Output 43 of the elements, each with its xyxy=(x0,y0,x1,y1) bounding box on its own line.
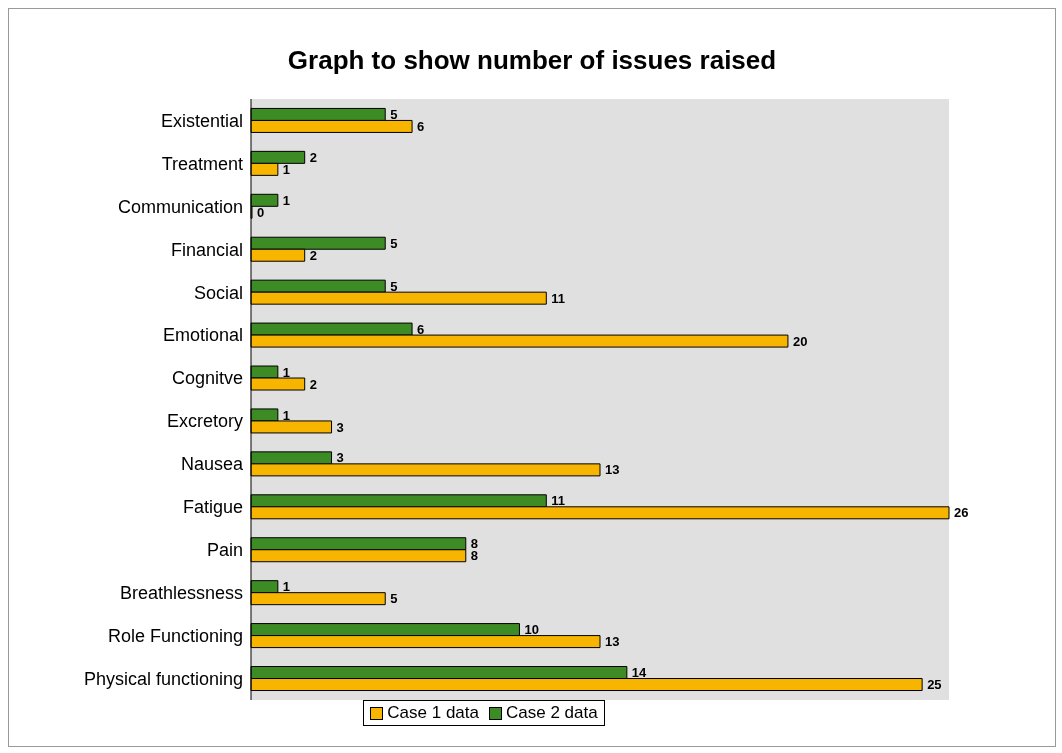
data-label: 6 xyxy=(417,119,425,135)
data-label: 11 xyxy=(551,290,566,306)
data-label: 6 xyxy=(417,321,425,337)
data-label: 11 xyxy=(551,493,566,509)
y-tick-label: Communication xyxy=(117,196,243,217)
y-tick-label: Social xyxy=(193,282,243,303)
legend-label: Case 2 data xyxy=(506,703,598,723)
data-label: 1 xyxy=(282,579,291,595)
data-label: 5 xyxy=(390,591,398,607)
data-label: 0 xyxy=(257,204,265,220)
data-label: 25 xyxy=(927,677,942,693)
data-label: 5 xyxy=(390,235,398,251)
y-tick-label: Fatigue xyxy=(182,497,243,518)
data-label: 2 xyxy=(309,247,317,263)
data-label: 5 xyxy=(390,107,398,123)
y-tick-label: Excretory xyxy=(166,411,243,432)
data-label: 1 xyxy=(282,364,291,380)
chart-title: Graph to show number of issues raised xyxy=(286,45,778,77)
y-tick-label: Role Functioning xyxy=(107,626,243,646)
data-label: 3 xyxy=(336,419,344,435)
y-tick-label: Treatment xyxy=(161,153,243,174)
y-tick-label: Financial xyxy=(170,239,243,260)
data-label: 14 xyxy=(631,665,648,681)
legend-label: Case 1 data xyxy=(387,703,479,723)
data-label: 2 xyxy=(309,149,317,165)
data-label: 13 xyxy=(605,462,620,478)
data-label: 2 xyxy=(309,376,317,392)
y-tick-label: Pain xyxy=(206,540,243,561)
y-tick-label: Nausea xyxy=(180,454,244,475)
data-label: 26 xyxy=(954,505,969,521)
data-label: 5 xyxy=(390,278,398,294)
data-label: 1 xyxy=(282,192,291,208)
data-label: 1 xyxy=(282,407,291,423)
y-tick-label: Emotional xyxy=(162,325,243,346)
data-label: 10 xyxy=(524,622,539,638)
data-label: 20 xyxy=(792,333,808,349)
data-label: 13 xyxy=(605,634,620,650)
data-label: 1 xyxy=(282,161,291,177)
data-label: 3 xyxy=(336,450,344,466)
y-tick-label: Existential xyxy=(160,110,243,131)
y-tick-label: Cognitve xyxy=(171,368,243,389)
y-tick-label: Breathlessness xyxy=(119,583,243,604)
y-tick-label: Physical functioning xyxy=(83,668,243,689)
